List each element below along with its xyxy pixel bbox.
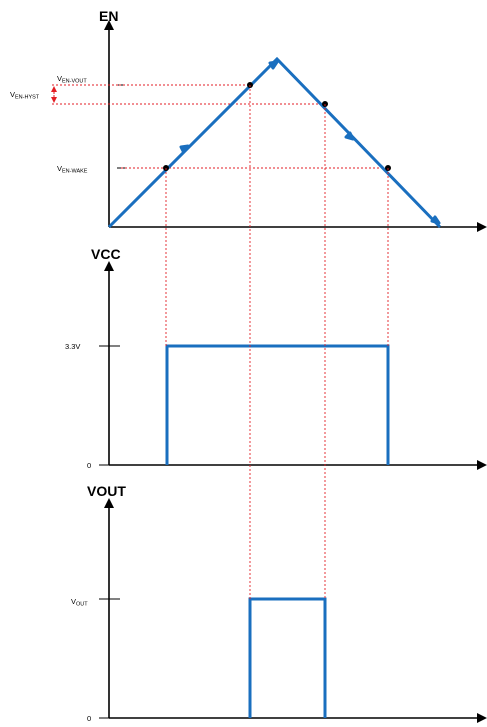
- en-title: EN: [99, 8, 118, 24]
- v-en-wake-label: VEN-WAKE: [57, 164, 88, 175]
- vout-level-label: VOUT: [71, 597, 88, 608]
- en-triangle-trace: [107, 56, 442, 229]
- en-fall-arrow-2: [430, 215, 441, 225]
- vcc-panel: VCC 3.3V 0: [65, 246, 487, 470]
- en-rise-arrow-2: [268, 60, 279, 70]
- vout-panel: VOUT VOUT 0: [71, 483, 487, 723]
- en-rise-arrow-1: [179, 144, 190, 153]
- vout-pulse-trace: [248, 597, 327, 718]
- v-en-vout-label: VEN-VOUT: [57, 74, 87, 85]
- v-en-hyst-label: VEN-HYST: [10, 90, 40, 101]
- vout-title: VOUT: [87, 483, 126, 499]
- vout-zero-label: 0: [87, 714, 91, 723]
- en-fall-arrow-1: [344, 131, 355, 141]
- vcc-pulse-trace: [165, 344, 390, 465]
- vcc-zero-label: 0: [87, 461, 91, 470]
- en-panel: EN VEN-VOUT VEN-HYST VEN-WAKE: [10, 8, 487, 232]
- vcc-level-label: 3.3V: [65, 342, 80, 351]
- vcc-title: VCC: [91, 246, 121, 262]
- vertical-guides: [165, 85, 389, 599]
